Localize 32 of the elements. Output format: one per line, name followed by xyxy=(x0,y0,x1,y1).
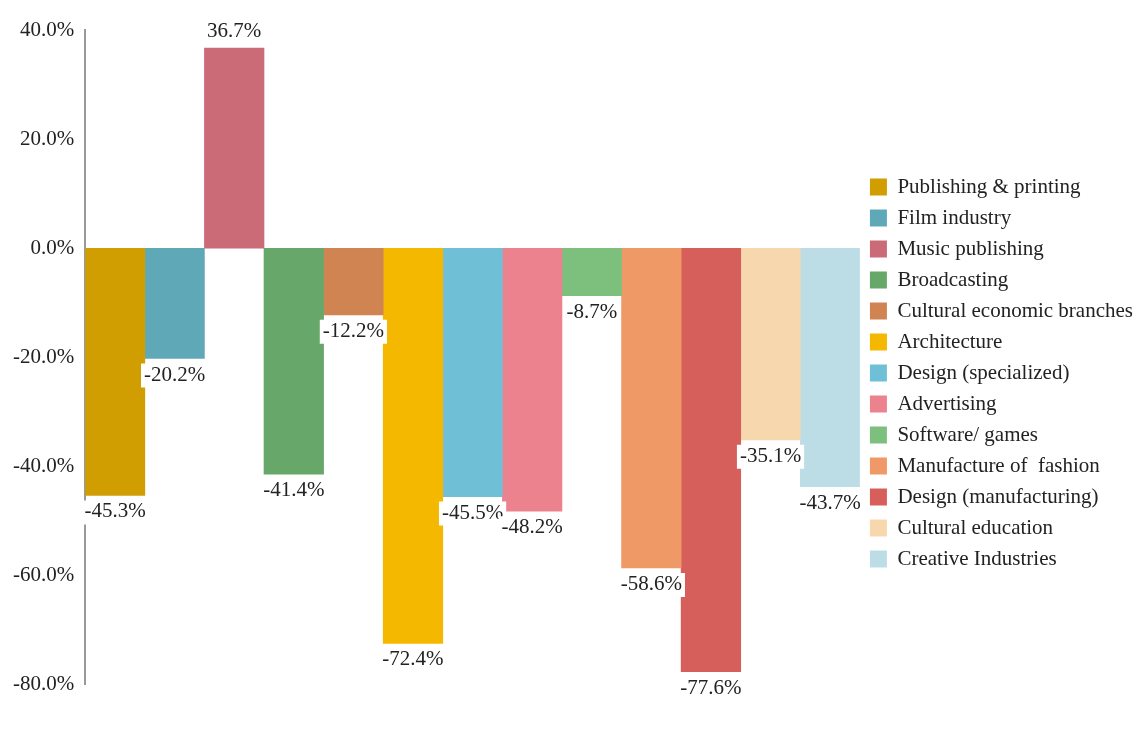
legend-label: Advertising xyxy=(897,390,998,415)
legend-label: Creative Industries xyxy=(897,545,1057,570)
legend-label: Publishing & printing xyxy=(897,173,1082,198)
legend-label: Design (specialized) xyxy=(897,359,1070,384)
y-tick-label: -80.0% xyxy=(12,671,75,696)
legend-label: Music publishing xyxy=(897,235,1045,260)
legend-label: Design (manufacturing) xyxy=(897,483,1099,508)
data-label: -77.6% xyxy=(680,674,742,699)
y-tick-label: 40.0% xyxy=(19,16,75,41)
legend-label: Broadcasting xyxy=(897,266,1009,291)
legend-label: Film industry xyxy=(897,204,1012,229)
legend-label: Architecture xyxy=(897,328,1003,353)
data-label: -43.7% xyxy=(799,489,861,514)
data-label: 36.7% xyxy=(207,18,262,43)
data-label: -8.7% xyxy=(566,298,618,323)
y-tick-label: -60.0% xyxy=(12,562,75,587)
data-label: -72.4% xyxy=(382,646,444,671)
data-label: -12.2% xyxy=(322,317,385,342)
data-label: -35.1% xyxy=(739,442,802,467)
y-tick-label: -40.0% xyxy=(12,453,75,478)
data-label: -58.6% xyxy=(620,571,682,596)
y-tick-label: 0.0% xyxy=(30,234,75,259)
data-label: -45.5% xyxy=(441,499,504,524)
legend-label: Cultural education xyxy=(897,514,1054,539)
legend-label: Cultural economic branches xyxy=(897,297,1134,322)
y-tick-label: 20.0% xyxy=(19,125,75,150)
data-label: -41.4% xyxy=(263,477,325,502)
data-label: -45.3% xyxy=(84,498,146,523)
legend-label: Manufacture of fashion xyxy=(897,452,1101,477)
legend-label: Software/ games xyxy=(897,421,1038,446)
data-label: -20.2% xyxy=(144,361,206,386)
y-tick-label: -20.0% xyxy=(12,343,75,368)
